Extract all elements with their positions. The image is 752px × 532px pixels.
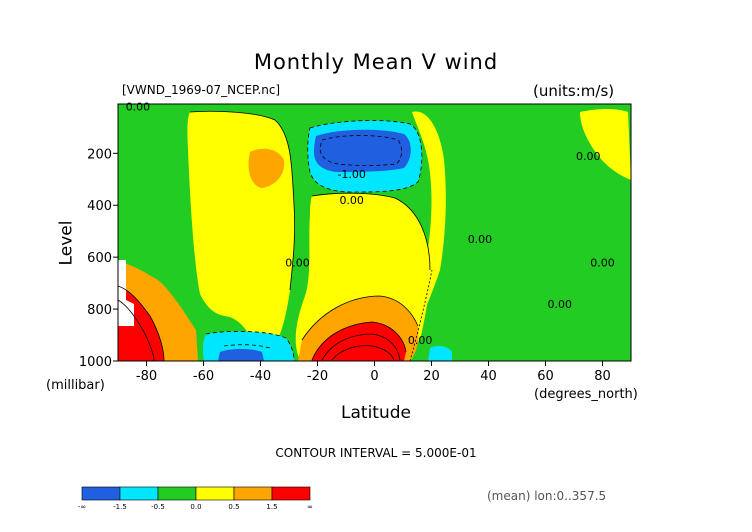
y-tick-label: 400 [87, 199, 112, 214]
legend-swatch [81, 486, 121, 501]
mean-note: (mean) lon:0..357.5 [487, 489, 607, 503]
legend-swatch [271, 486, 311, 501]
y-tick-label: 800 [87, 303, 112, 318]
x-tick-label: 40 [480, 369, 497, 384]
region-yellow-right [580, 109, 631, 180]
x-tick-label: -20 [307, 369, 328, 384]
contour-label-layer: 0.00 -1.00 0.00 0.00 0.00 0.00 0.00 0.00 0.00 [126, 101, 615, 348]
y-tick-label: 600 [87, 251, 112, 266]
region-blue-top [314, 129, 411, 172]
contour-label: 0.00 [590, 256, 615, 269]
y-tick-label: 1000 [79, 355, 112, 370]
contour-label: 0.00 [576, 150, 601, 163]
x-tick-label: 20 [423, 369, 440, 384]
legend-swatch [233, 486, 273, 501]
contour-interval: CONTOUR INTERVAL = 5.000E-01 [275, 446, 477, 460]
region-cyan-small [428, 345, 452, 361]
contour-label: 0.00 [126, 101, 151, 114]
file-label: [VWND_1969-07_NCEP.nc] [122, 83, 281, 97]
x-axis-unit: (degrees_north) [534, 387, 638, 402]
colorbar-legend: -∞ -1.5 -0.5 0.0 0.5 1.5 ∞ [78, 486, 313, 511]
legend-label: 1.5 [266, 503, 277, 511]
legend-swatch [119, 486, 159, 501]
region-blue-bottom [218, 349, 264, 361]
negative-contours [205, 120, 423, 361]
y-tick-label: 200 [87, 147, 112, 162]
contour-lines [118, 110, 433, 361]
legend-label: ∞ [307, 503, 313, 511]
legend-label: 0.5 [228, 503, 239, 511]
x-tick-label: 0 [370, 369, 378, 384]
legend-swatch [157, 486, 197, 501]
contour-label: 0.00 [339, 194, 364, 207]
legend-label: -1.5 [113, 503, 127, 511]
chart-title: Monthly Mean V wind [253, 50, 499, 74]
y-tick-layer: 200 400 600 800 1000 [79, 147, 118, 370]
legend-label: -0.5 [151, 503, 165, 511]
region-red-center [310, 322, 406, 361]
x-tick-label: 80 [594, 369, 611, 384]
contour-label: 0.00 [285, 256, 310, 269]
contour-label: 0.00 [468, 233, 493, 246]
legend-label: -∞ [78, 503, 86, 511]
units-label: (units:m/s) [533, 82, 615, 100]
y-axis-unit: (millibar) [46, 378, 105, 393]
legend-swatch [195, 486, 235, 501]
x-tick-label: -80 [136, 369, 157, 384]
x-tick-layer: -80 -60 -40 -20 0 20 40 60 80 [136, 361, 611, 384]
region-yellow-ne [400, 111, 446, 348]
contour-label: 0.00 [548, 298, 573, 311]
region-missing [118, 260, 134, 326]
contour-label: 0.00 [408, 334, 433, 347]
contour-label: -1.00 [337, 168, 365, 181]
region-orange-topleft [248, 148, 285, 188]
x-tick-label: -60 [193, 369, 214, 384]
x-tick-label: 60 [537, 369, 554, 384]
x-axis-label: Latitude [341, 403, 411, 423]
contour-field [118, 104, 631, 361]
x-tick-label: -40 [250, 369, 271, 384]
legend-label: 0.0 [190, 503, 201, 511]
